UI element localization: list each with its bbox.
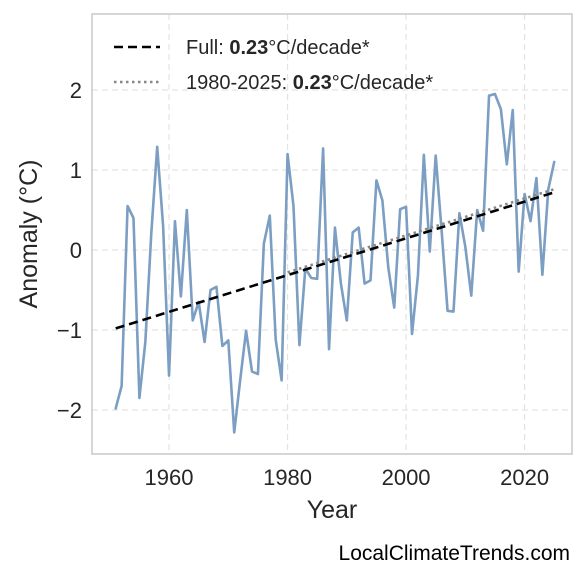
- x-axis-ticks: 1960 1980 2000 2020: [145, 465, 550, 490]
- x-tick-label: 1960: [145, 465, 194, 490]
- y-tick-label: 0: [70, 238, 82, 263]
- y-tick-label: −1: [57, 318, 82, 343]
- trend-line-full: [115, 191, 555, 330]
- y-tick-label: 1: [70, 158, 82, 183]
- anomaly-series-line: [114, 92, 556, 434]
- credit-text: LocalClimateTrends.com: [339, 542, 570, 565]
- x-tick-label: 1980: [263, 465, 312, 490]
- legend-entry: Full: 0.23°C/decade*: [186, 37, 370, 59]
- x-tick-label: 2020: [500, 465, 549, 490]
- grid: [92, 14, 572, 454]
- y-tick-label: 2: [70, 78, 82, 103]
- legend-entry: 1980-2025: 0.23°C/decade*: [186, 72, 433, 94]
- y-tick-label: −2: [57, 398, 82, 423]
- x-axis-label: Year: [307, 496, 358, 524]
- x-tick-label: 2000: [382, 465, 431, 490]
- y-axis-ticks: −2 −1 0 1 2: [57, 78, 82, 423]
- y-axis-label: Anomaly (°C): [15, 160, 43, 309]
- plot-frame: [91, 13, 573, 455]
- series-layer: [114, 92, 556, 434]
- legend: Full: 0.23°C/decade* 1980-2025: 0.23°C/de…: [114, 37, 433, 94]
- trend-line-1980-2025: [287, 187, 555, 274]
